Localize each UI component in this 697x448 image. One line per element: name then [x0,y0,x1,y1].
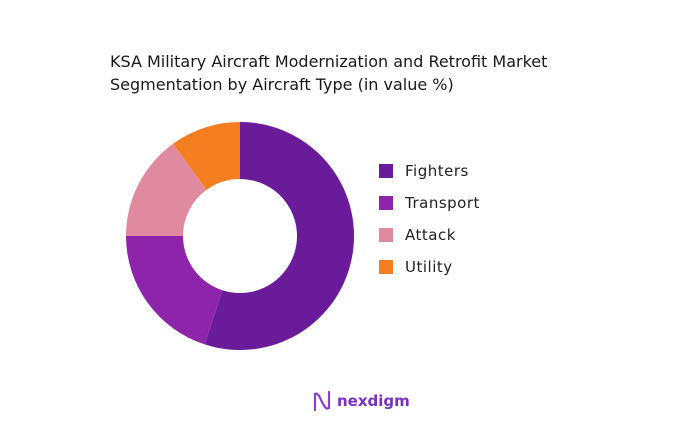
slice-attack [126,143,207,236]
legend-item: Utility [379,251,480,283]
legend-label: Fighters [405,162,469,180]
nexdigm-logo: nexdigm [312,390,410,412]
legend-label: Utility [405,258,453,276]
legend-label: Transport [405,194,480,212]
slice-fighters [204,122,354,351]
legend-swatch [379,260,393,274]
slice-utility [172,122,240,190]
legend-swatch [379,228,393,242]
logo-text: nexdigm [337,392,410,410]
legend-item: Fighters [379,155,480,187]
logo-wave-icon [313,390,331,412]
slice-transport [126,236,223,345]
legend-swatch [379,196,393,210]
legend-item: Transport [379,187,480,219]
title-line-1: KSA Military Aircraft Modernization and … [110,52,548,71]
title-line-2: Segmentation by Aircraft Type (in value … [110,75,454,94]
legend-swatch [379,164,393,178]
legend-item: Attack [379,219,480,251]
legend: Fighters Transport Attack Utility [379,155,480,283]
chart-title: KSA Military Aircraft Modernization and … [110,50,547,96]
legend-label: Attack [405,226,456,244]
